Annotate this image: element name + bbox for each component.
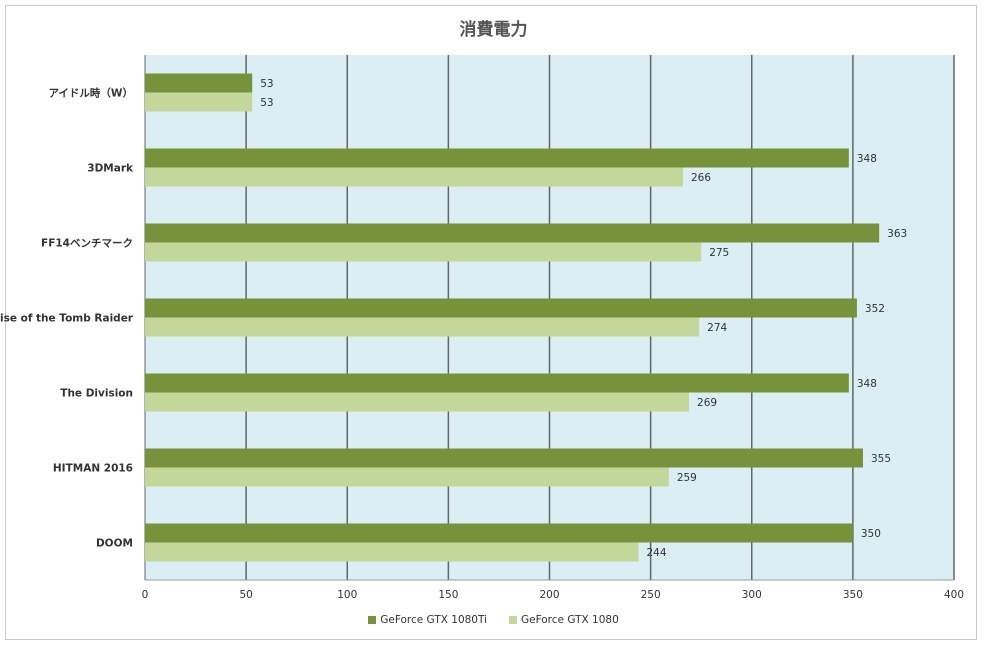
bar-series-1-cat-4 <box>145 298 857 318</box>
bar-series-1-cat-5 <box>145 373 849 393</box>
bar-series-2-cat-7 <box>145 542 639 562</box>
legend-item-series-2: GeForce GTX 1080 <box>509 614 619 626</box>
chart-legend: GeForce GTX 1080Ti GeForce GTX 1080 <box>0 614 987 626</box>
legend-label-series-1: GeForce GTX 1080Ti <box>380 614 487 626</box>
x-tick-label-150: 150 <box>438 589 458 601</box>
data-label-series-1-cat-6: 355 <box>871 453 891 465</box>
data-label-series-1-cat-7: 350 <box>861 528 881 540</box>
x-tick-label-200: 200 <box>539 589 559 601</box>
bar-series-2-cat-3 <box>145 242 702 262</box>
data-label-series-2-cat-4: 274 <box>707 322 727 334</box>
bar-series-1-cat-3 <box>145 223 880 243</box>
category-label-2: 3DMark <box>87 163 134 175</box>
bar-series-1-cat-6 <box>145 448 863 468</box>
category-label-7: DOOM <box>96 538 133 550</box>
bar-series-1-cat-2 <box>145 148 849 168</box>
x-tick-label-250: 250 <box>641 589 661 601</box>
category-label-3: FF14ベンチマーク <box>41 238 133 250</box>
data-label-series-2-cat-3: 275 <box>709 247 729 259</box>
chart-title: 消費電力 <box>459 20 528 40</box>
bar-series-1-cat-1 <box>145 73 253 93</box>
data-label-series-1-cat-3: 363 <box>887 228 907 240</box>
bar-series-2-cat-5 <box>145 392 690 412</box>
category-label-6: HITMAN 2016 <box>53 463 133 475</box>
data-label-series-2-cat-6: 259 <box>677 472 697 484</box>
data-label-series-2-cat-1: 53 <box>260 97 273 109</box>
bar-series-2-cat-6 <box>145 467 669 487</box>
legend-swatch-series-2 <box>509 616 517 624</box>
x-tick-label-400: 400 <box>944 589 964 601</box>
x-tick-label-50: 50 <box>239 589 252 601</box>
data-label-series-1-cat-2: 348 <box>857 153 877 165</box>
legend-label-series-2: GeForce GTX 1080 <box>521 614 619 626</box>
legend-item-series-1: GeForce GTX 1080Ti <box>368 614 487 626</box>
data-label-series-1-cat-4: 352 <box>865 303 885 315</box>
legend-swatch-series-1 <box>368 616 377 624</box>
x-tick-label-300: 300 <box>742 589 762 601</box>
bar-series-2-cat-2 <box>145 167 683 187</box>
data-label-series-2-cat-7: 244 <box>646 547 666 559</box>
data-label-series-2-cat-2: 266 <box>691 172 711 184</box>
x-tick-label-0: 0 <box>142 589 149 601</box>
category-label-1: アイドル時（W） <box>48 87 133 100</box>
bar-series-1-cat-7 <box>145 523 853 543</box>
category-label-5: The Division <box>60 388 133 400</box>
category-label-4: Rise of the Tomb Raider <box>0 313 134 325</box>
bar-series-2-cat-1 <box>145 92 253 112</box>
data-label-series-1-cat-5: 348 <box>857 378 877 390</box>
bar-series-2-cat-4 <box>145 317 700 337</box>
data-label-series-2-cat-5: 269 <box>697 397 717 409</box>
x-tick-label-350: 350 <box>843 589 863 601</box>
data-label-series-1-cat-1: 53 <box>260 78 273 90</box>
x-tick-label-100: 100 <box>337 589 357 601</box>
